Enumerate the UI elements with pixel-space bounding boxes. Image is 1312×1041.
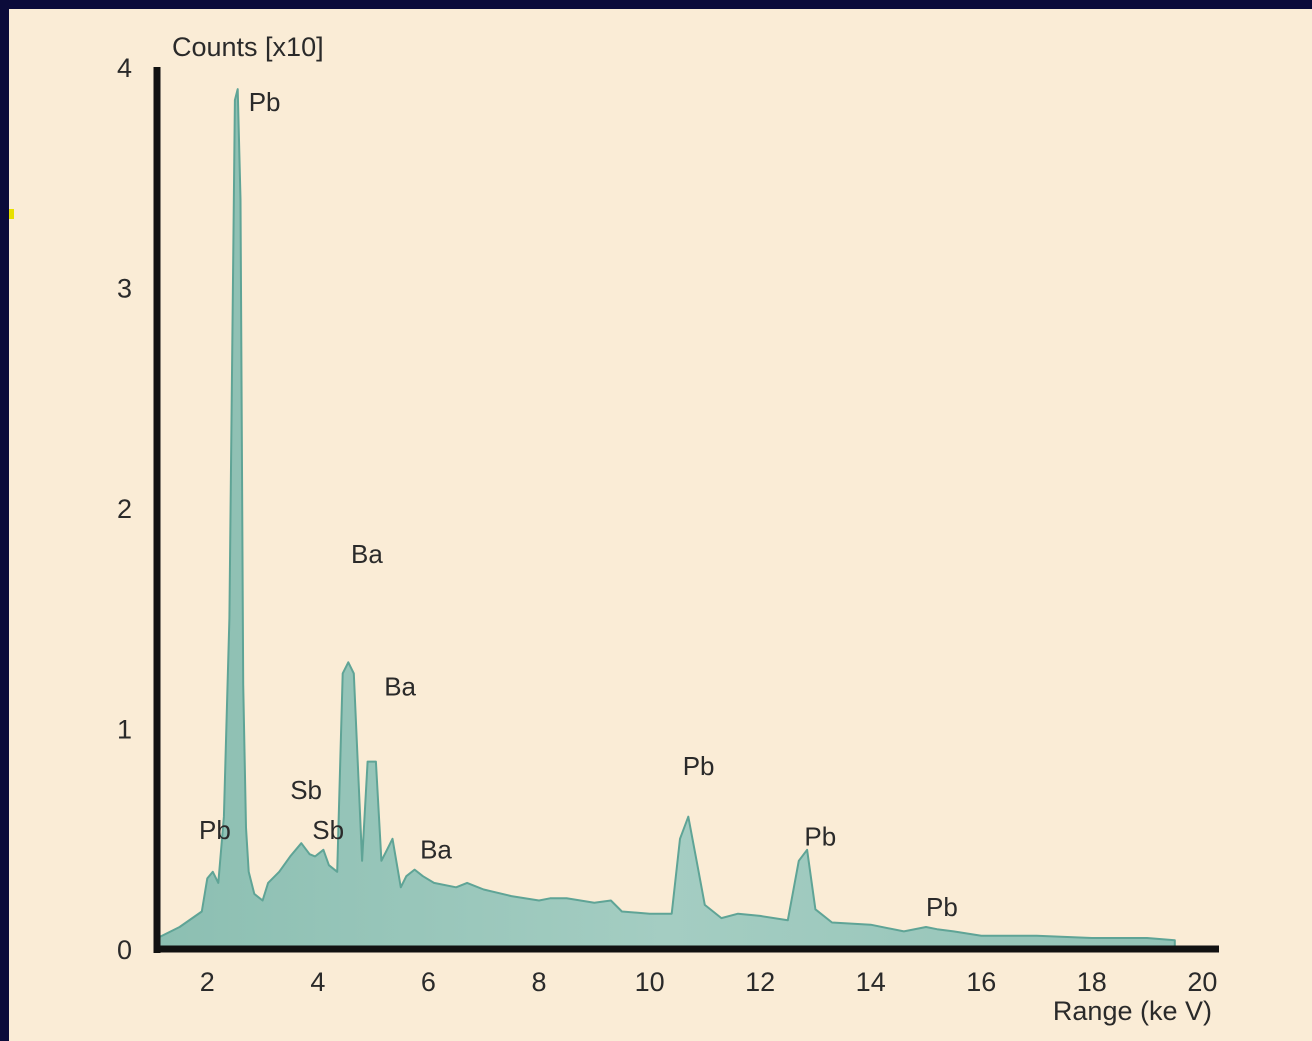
peak-label: Sb [312,815,344,845]
x-tick-label: 14 [856,967,886,997]
y-tick-label: 1 [117,715,132,745]
x-tick-label: 20 [1187,967,1217,997]
peak-label: Ba [384,671,416,701]
spectrum-area [156,88,1176,948]
peak-label: Pb [199,815,231,845]
peak-label: Pb [249,87,281,117]
peak-label: Ba [351,539,383,569]
peak-label: Ba [420,835,452,865]
y-axis-label: Counts [x10] [172,32,324,62]
peak-label: Pb [804,821,836,851]
x-tick-label: 2 [200,967,215,997]
axis-layer [153,67,1219,953]
y-tick-label: 3 [117,274,132,304]
x-tick-label: 10 [635,967,665,997]
peak-label: Pb [926,892,958,922]
x-tick-label: 12 [745,967,775,997]
peak-label: Sb [290,775,322,805]
x-tick-label: 4 [310,967,325,997]
y-tick-label: 0 [117,935,132,965]
x-tick-label: 18 [1077,967,1107,997]
y-tick-label: 4 [117,53,132,83]
x-tick-label: 8 [531,967,546,997]
edge-marker [9,209,14,219]
x-axis-label: Range (ke V) [1053,996,1212,1026]
chart-frame: 2 4 6 8 10 12 14 16 18 20 0 1 2 3 4 Pb Pb Sb Sb Ba Ba Ba Pb Pb… [9,9,1312,1041]
y-tick-label: 2 [117,494,132,524]
peak-label: Pb [683,751,715,781]
x-tick-label: 16 [966,967,996,997]
peak-annotations: Pb Pb Sb Sb Ba Ba Ba Pb Pb Pb [199,87,958,922]
area-layer [156,88,1176,948]
x-tick-label: 6 [421,967,436,997]
